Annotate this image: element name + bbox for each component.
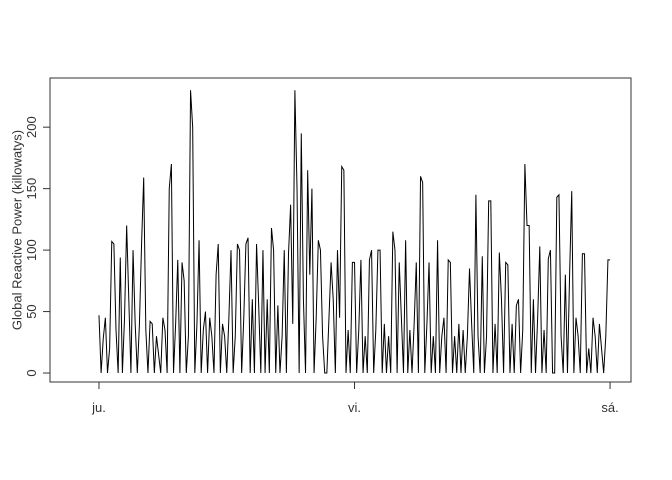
y-tick-label: 50 [24, 304, 39, 318]
y-tick-label: 0 [24, 369, 39, 376]
x-tick-label: sá. [601, 400, 618, 415]
y-axis-label: Global Reactive Power (killowatys) [9, 130, 24, 330]
plot-frame [49, 77, 632, 383]
y-tick-label: 200 [24, 116, 39, 138]
y-tick-label: 150 [24, 178, 39, 200]
x-tick-label: vi. [348, 400, 361, 415]
data-line [98, 90, 611, 374]
x-tick-label: ju. [91, 400, 106, 415]
y-tick-label: 100 [24, 239, 39, 261]
